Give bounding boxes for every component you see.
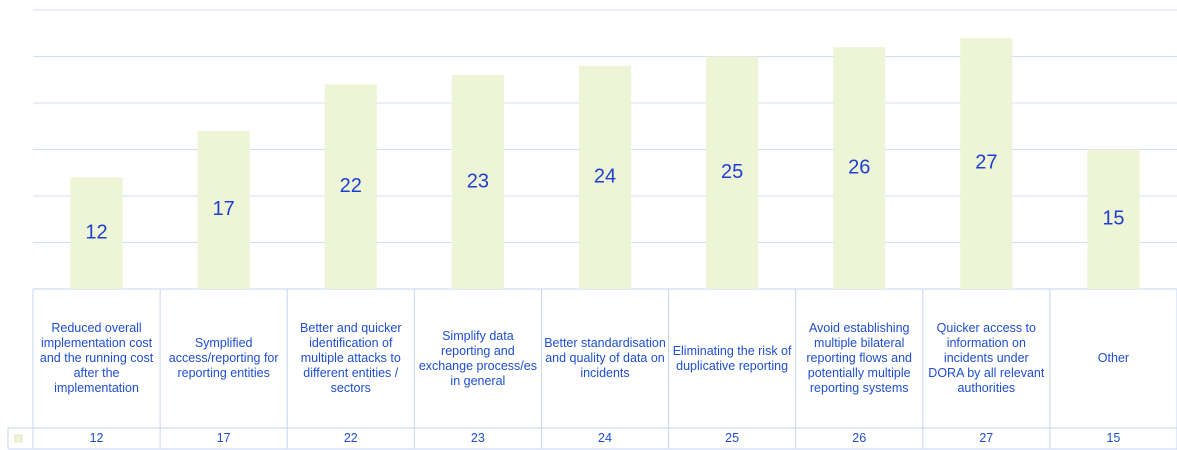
bar (1087, 149, 1140, 289)
table-value: 22 (343, 431, 358, 445)
data-label: 17 (213, 198, 235, 220)
bar (960, 37, 1013, 290)
data-label: 24 (594, 166, 616, 188)
category-label: Other (1097, 351, 1130, 365)
data-label: 26 (848, 156, 870, 178)
legend-key (14, 434, 23, 443)
table-value: 15 (1106, 431, 1121, 445)
category-label: Reduced overall implementation cost and … (39, 321, 154, 395)
data-label: 12 (85, 221, 107, 243)
bar (706, 56, 759, 289)
bar (451, 75, 504, 289)
table-value: 25 (725, 431, 740, 445)
category-label: Avoid establishing multiple bilateral re… (806, 321, 913, 395)
data-label: 22 (340, 175, 362, 197)
table-value: 23 (470, 431, 485, 445)
bar (197, 130, 250, 289)
bar (324, 84, 377, 290)
data-label: 15 (1102, 208, 1124, 230)
table-value: 12 (89, 431, 104, 445)
data-label: 27 (975, 152, 997, 174)
bar (70, 177, 123, 289)
bar (833, 47, 886, 290)
category-label: Better and quicker identification of mul… (300, 321, 402, 395)
table-value: 27 (979, 431, 994, 445)
table-value: 17 (216, 431, 231, 445)
category-label: Eliminating the risk of duplicative repo… (672, 343, 792, 373)
data-label: 25 (721, 161, 743, 183)
data-label: 23 (467, 170, 489, 192)
table-value: 26 (852, 431, 867, 445)
category-label: Symplified access/reporting for reportin… (168, 336, 279, 380)
bar (578, 65, 632, 289)
category-label: Better standardisation and quality of da… (544, 336, 666, 380)
category-label: Quicker access to information on inciden… (928, 321, 1045, 395)
table-value: 24 (598, 431, 612, 445)
category-label: Simplify data reporting and exchange pro… (418, 328, 537, 388)
